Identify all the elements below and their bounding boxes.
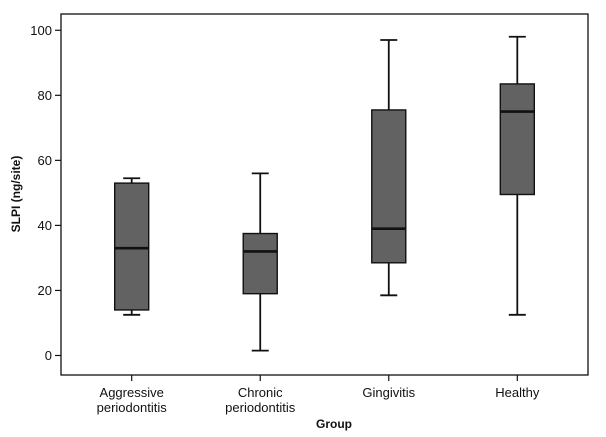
y-tick-label: 60	[38, 153, 52, 168]
y-axis-title: SLPI (ng/site)	[9, 156, 23, 233]
box-group	[242, 172, 278, 352]
box-group	[113, 177, 150, 316]
iqr-box	[113, 182, 150, 311]
x-category-label: Healthy	[495, 385, 540, 400]
y-tick-label: 20	[38, 283, 52, 298]
iqr-box	[242, 232, 278, 295]
box-series	[113, 35, 536, 352]
iqr-box	[499, 83, 536, 196]
x-category-label: periodontitis	[97, 400, 168, 415]
x-category-label: periodontitis	[225, 400, 296, 415]
iqr-box	[371, 109, 407, 264]
x-category-label: Aggressive	[100, 385, 164, 400]
y-tick-label: 100	[30, 23, 52, 38]
y-tick-label: 40	[38, 218, 52, 233]
x-axis-title: Group	[316, 417, 352, 431]
plot-frame	[60, 13, 589, 376]
x-category-label: Chronic	[238, 385, 283, 400]
y-tick-label: 80	[38, 88, 52, 103]
x-axis: AggressiveperiodontitisChronicperiodonti…	[97, 375, 540, 415]
box-group	[371, 39, 407, 297]
y-axis: 0 20 40 60 80 100	[30, 23, 61, 363]
x-category-label: Gingivitis	[362, 385, 415, 400]
y-tick-label: 0	[45, 348, 52, 363]
box-group	[499, 35, 536, 316]
